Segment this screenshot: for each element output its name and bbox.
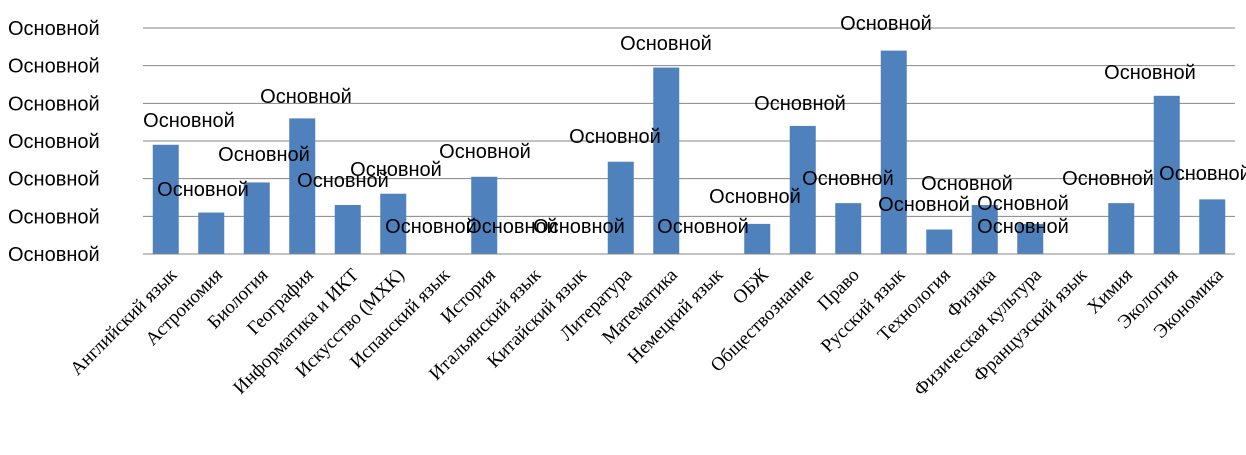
bar bbox=[926, 229, 953, 254]
data-labels: ОсновнойОсновнойОсновнойОсновнойОсновной… bbox=[143, 13, 1246, 238]
data-label: Основной bbox=[297, 170, 389, 192]
y-tick-label: Основной bbox=[8, 244, 100, 266]
data-label: Основной bbox=[657, 216, 749, 238]
data-label: Основной bbox=[1104, 62, 1196, 84]
y-tick-label: Основной bbox=[8, 56, 100, 78]
y-tick-label: Основной bbox=[8, 169, 100, 191]
data-label: Основной bbox=[260, 86, 352, 108]
data-label: Основной bbox=[218, 144, 310, 166]
data-label: Основной bbox=[802, 168, 894, 190]
data-label: Основной bbox=[754, 93, 846, 115]
bar bbox=[880, 50, 907, 254]
bar bbox=[607, 161, 634, 254]
bar bbox=[380, 193, 407, 254]
gridlines bbox=[143, 27, 1235, 217]
bar bbox=[744, 223, 771, 254]
bar bbox=[789, 125, 816, 254]
bar bbox=[1108, 203, 1135, 254]
data-label: Основной bbox=[1062, 168, 1154, 190]
x-axis-tick-labels: Английский языкАстрономияБиологияГеограф… bbox=[66, 264, 1228, 401]
bar bbox=[243, 182, 270, 254]
bar bbox=[971, 205, 998, 254]
data-label: Основной bbox=[569, 126, 661, 148]
bars bbox=[152, 50, 1226, 255]
data-label: Основной bbox=[921, 173, 1013, 195]
y-axis-tick-labels: Основной Основной Основной Основной Основной… bbox=[8, 18, 100, 266]
y-tick-label: Основной bbox=[8, 131, 100, 153]
data-label: Основной bbox=[977, 216, 1069, 238]
data-label: Основной bbox=[620, 33, 712, 55]
data-label: Основной bbox=[709, 186, 801, 208]
data-label: Основной bbox=[1159, 163, 1246, 185]
bar bbox=[471, 176, 498, 254]
data-label: Основной bbox=[533, 216, 625, 238]
bar bbox=[289, 118, 316, 255]
bar bbox=[1199, 199, 1226, 254]
bar bbox=[1017, 223, 1044, 254]
bar bbox=[198, 212, 225, 254]
data-label: Основной bbox=[466, 216, 558, 238]
data-label: Основной bbox=[439, 141, 531, 163]
bar bbox=[653, 67, 680, 254]
y-tick-label: Основной bbox=[8, 93, 100, 115]
data-label: Основной bbox=[878, 194, 970, 216]
bar bbox=[334, 205, 361, 254]
data-label: Основной bbox=[143, 110, 235, 132]
y-tick-label: Основной bbox=[8, 18, 100, 40]
data-label: Основной bbox=[385, 216, 477, 238]
data-label: Основной bbox=[977, 193, 1069, 215]
bar bbox=[1153, 95, 1180, 254]
data-label: Основной bbox=[157, 179, 249, 201]
bar bbox=[835, 203, 862, 254]
data-label: Основной bbox=[350, 159, 442, 181]
y-tick-label: Основной bbox=[8, 206, 100, 228]
data-label: Основной bbox=[840, 13, 932, 35]
bar bbox=[152, 144, 179, 254]
